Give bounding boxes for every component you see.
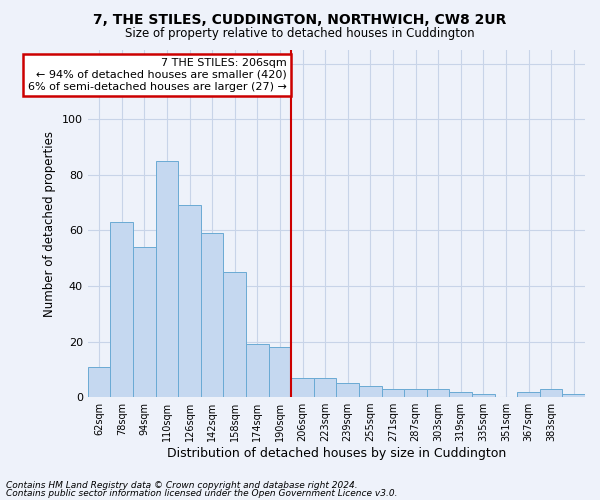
- Y-axis label: Number of detached properties: Number of detached properties: [43, 130, 56, 316]
- X-axis label: Distribution of detached houses by size in Cuddington: Distribution of detached houses by size …: [167, 447, 506, 460]
- Bar: [427, 389, 449, 397]
- Bar: [382, 389, 404, 397]
- Text: Contains public sector information licensed under the Open Government Licence v3: Contains public sector information licen…: [6, 490, 398, 498]
- Bar: [201, 234, 223, 397]
- Bar: [178, 206, 201, 397]
- Bar: [472, 394, 494, 397]
- Bar: [337, 383, 359, 397]
- Text: 7, THE STILES, CUDDINGTON, NORTHWICH, CW8 2UR: 7, THE STILES, CUDDINGTON, NORTHWICH, CW…: [94, 12, 506, 26]
- Text: Contains HM Land Registry data © Crown copyright and database right 2024.: Contains HM Land Registry data © Crown c…: [6, 480, 358, 490]
- Bar: [517, 392, 540, 397]
- Bar: [88, 366, 110, 397]
- Text: Size of property relative to detached houses in Cuddington: Size of property relative to detached ho…: [125, 28, 475, 40]
- Bar: [133, 247, 155, 397]
- Text: 7 THE STILES: 206sqm
← 94% of detached houses are smaller (420)
6% of semi-detac: 7 THE STILES: 206sqm ← 94% of detached h…: [28, 58, 287, 92]
- Bar: [155, 161, 178, 397]
- Bar: [269, 347, 291, 397]
- Bar: [562, 394, 585, 397]
- Bar: [404, 389, 427, 397]
- Bar: [540, 389, 562, 397]
- Bar: [246, 344, 269, 397]
- Bar: [110, 222, 133, 397]
- Bar: [359, 386, 382, 397]
- Bar: [449, 392, 472, 397]
- Bar: [223, 272, 246, 397]
- Bar: [291, 378, 314, 397]
- Bar: [314, 378, 337, 397]
